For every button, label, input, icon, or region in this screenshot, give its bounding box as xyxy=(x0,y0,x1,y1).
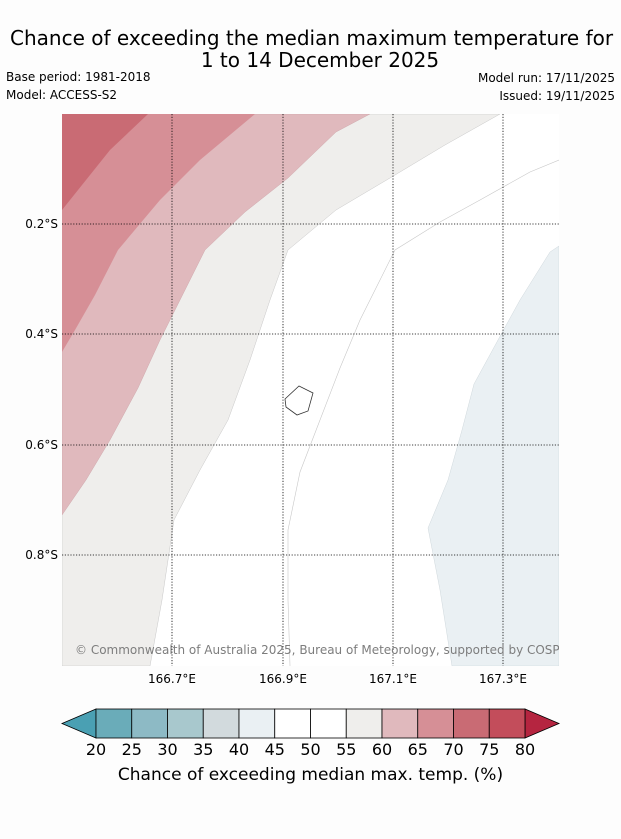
colorbar-segment xyxy=(345,708,383,739)
lon-label-167.1: 167.1°E xyxy=(369,672,417,686)
colorbar-tick-label: 25 xyxy=(122,740,142,759)
contour-50 xyxy=(287,159,559,666)
colorbar-segment xyxy=(202,708,240,739)
island-outline xyxy=(284,385,314,416)
lon-label-166.9: 166.9°E xyxy=(259,672,307,686)
colorbar-tick-label: 65 xyxy=(408,740,428,759)
colorbar-tick-label: 45 xyxy=(265,740,285,759)
colorbar-tick-label: 70 xyxy=(443,740,463,759)
map-panel xyxy=(62,114,559,666)
colorbar-segment xyxy=(131,708,168,739)
colorbar-tick-label: 30 xyxy=(157,740,177,759)
colorbar-segment xyxy=(381,708,419,739)
lat-label-0.8: 0.8°S xyxy=(25,548,58,562)
colorbar-segment xyxy=(488,708,526,739)
colorbar-segment xyxy=(95,708,133,739)
model-text: Model: ACCESS-S2 xyxy=(6,88,118,102)
colorbar-under-arrow xyxy=(60,708,97,739)
colorbar-tick-label: 80 xyxy=(515,740,535,759)
colorbar: 20 25 30 35 40 45 50 55 60 65 70 75 80 xyxy=(60,708,561,759)
base-period-text: Base period: 1981-2018 xyxy=(6,70,151,84)
gridlines xyxy=(62,114,559,666)
colorbar-segment xyxy=(310,708,347,739)
colorbar-segment xyxy=(417,708,454,739)
lon-label-167.3: 167.3°E xyxy=(479,672,527,686)
colorbar-tick-label: 40 xyxy=(229,740,249,759)
colorbar-tick-label: 50 xyxy=(300,740,320,759)
colorbar-tick-label: 60 xyxy=(372,740,392,759)
model-run-text: Model run: 17/11/2025 xyxy=(477,71,615,85)
lon-label-166.7: 166.7°E xyxy=(148,672,196,686)
band-40-45 xyxy=(427,245,559,666)
colorbar-tick-label: 20 xyxy=(86,740,106,759)
colorbar-tick-label: 55 xyxy=(336,740,356,759)
title-line-1: Chance of exceeding the median maximum t… xyxy=(10,26,614,50)
band-65-70 xyxy=(62,114,255,352)
colorbar-tick-label: 75 xyxy=(479,740,499,759)
colorbar-segment xyxy=(453,708,490,739)
colorbar-label: Chance of exceeding median max. temp. (%… xyxy=(117,765,504,785)
band-70-75 xyxy=(62,114,148,210)
title-line-2: 1 to 14 December 2025 xyxy=(200,48,440,72)
colorbar-over-arrow xyxy=(524,708,561,739)
lat-label-0.2: 0.2°S xyxy=(25,217,58,231)
copyright-notice: © Commonwealth of Australia 2025, Bureau… xyxy=(75,643,559,657)
colorbar-segment xyxy=(167,708,204,739)
colorbar-tick-label: 35 xyxy=(193,740,213,759)
lat-label-0.6: 0.6°S xyxy=(25,438,58,452)
lat-label-0.4: 0.4°S xyxy=(25,327,58,341)
issued-text: Issued: 19/11/2025 xyxy=(499,89,615,103)
colorbar-segment xyxy=(274,708,311,739)
colorbar-segment xyxy=(238,708,276,739)
